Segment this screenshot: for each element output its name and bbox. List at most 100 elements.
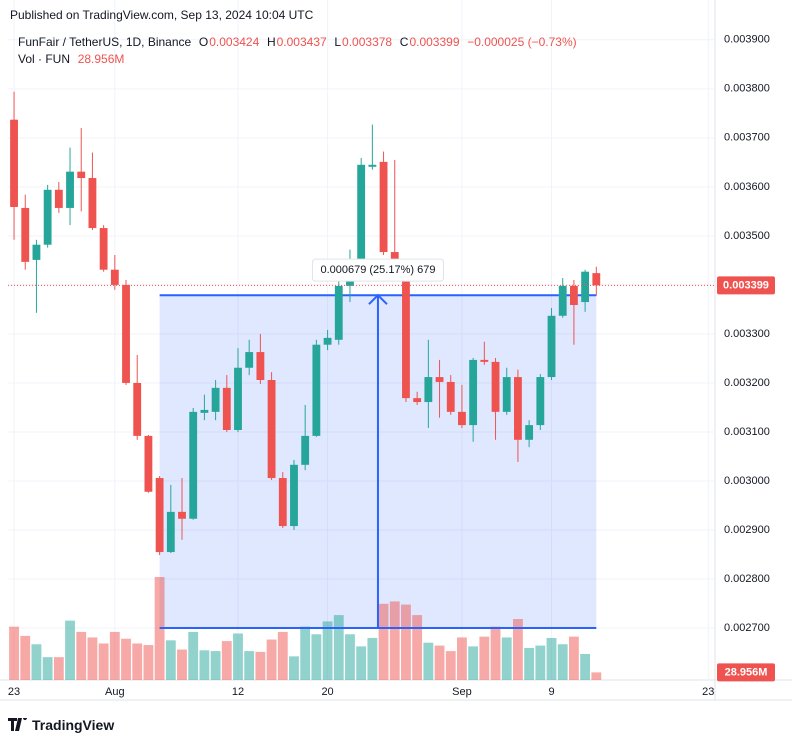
volume-bar	[468, 646, 479, 680]
volume-bar	[580, 653, 591, 680]
ohlc-value: 0.003399	[409, 35, 460, 49]
volume-bar	[266, 639, 277, 680]
volume-bar	[31, 644, 42, 680]
measure-arrow-head	[368, 293, 388, 305]
candle-body	[290, 464, 298, 527]
published: Published on TradingView.com, Sep 13, 20…	[10, 8, 314, 22]
volume-bar	[412, 615, 423, 680]
y-tick-label: 0.002900	[724, 524, 770, 536]
candle-body	[54, 189, 63, 208]
volume-bar	[143, 645, 154, 680]
volume-bar	[53, 657, 64, 680]
volume-bar	[109, 631, 120, 680]
volume-bar	[389, 601, 400, 680]
volume-bar	[76, 631, 87, 680]
candle-body	[435, 377, 444, 382]
y-tick-label: 0.003600	[724, 181, 770, 193]
y-tick-label: 0.003200	[724, 377, 770, 389]
x-tick-label: 9	[548, 686, 554, 698]
candle-body	[43, 189, 52, 245]
volume-bar	[233, 633, 243, 680]
ohlc-value: 0.003378	[342, 35, 393, 49]
candle-body	[122, 284, 130, 383]
volume-bar	[42, 657, 53, 680]
brand: TradingView	[32, 717, 115, 733]
volume-bar	[333, 615, 344, 680]
candle-body	[458, 411, 466, 426]
candle-body	[312, 344, 321, 436]
volume-bar	[277, 631, 288, 680]
volume-bar	[244, 651, 255, 680]
volume-bar	[479, 636, 490, 680]
volume-bar	[490, 626, 501, 680]
candle-body	[189, 411, 198, 519]
candle-body	[558, 285, 567, 316]
candle-body	[222, 387, 231, 430]
candle-body	[256, 352, 265, 380]
candle-body	[413, 398, 422, 403]
change: −0.000025 (−0.73%)	[467, 35, 577, 49]
volume-bar	[524, 647, 535, 680]
volume-legend: Vol · FUN 28.956M	[18, 52, 125, 66]
x-tick-label: Sep	[452, 686, 472, 698]
volume-label: 28.956M	[725, 666, 768, 678]
volume-bar	[535, 645, 546, 680]
volume-bar	[345, 634, 355, 680]
candle-body	[155, 478, 164, 553]
candle-body	[211, 387, 220, 412]
candle-body	[234, 367, 242, 430]
y-tick-label: 0.003000	[724, 475, 770, 487]
candle-body	[491, 361, 500, 412]
volume-bar	[199, 650, 210, 680]
candle-body	[569, 285, 578, 305]
candle-body	[368, 164, 377, 167]
y-tick-label: 0.003500	[724, 230, 770, 242]
volume-bar	[165, 640, 176, 680]
candle-body	[32, 244, 41, 260]
candle-body	[21, 207, 30, 262]
candle-body	[424, 377, 433, 403]
volume-bar	[210, 651, 221, 680]
volume-bar	[87, 637, 98, 680]
candle-body	[166, 511, 175, 553]
ohlc-label: L	[334, 35, 342, 49]
volume-bar	[65, 620, 75, 680]
volume-bar	[367, 637, 378, 680]
candle-body	[525, 425, 534, 440]
volume-bar	[98, 643, 109, 680]
volume-bar	[546, 637, 557, 680]
volume-bar	[177, 649, 187, 680]
volume-bar	[188, 631, 199, 680]
candle-body	[536, 377, 545, 426]
volume-bar	[255, 651, 266, 680]
volume-bar	[445, 651, 456, 680]
volume-bar	[132, 643, 143, 680]
candle-body	[278, 478, 287, 527]
candle-body	[133, 382, 142, 436]
volume-bar	[289, 656, 299, 680]
ohlc-label: C	[399, 35, 409, 49]
candle-body	[357, 164, 366, 262]
y-tick-label: 0.002800	[724, 573, 770, 585]
candle-body	[10, 119, 18, 207]
candle-body	[178, 511, 186, 519]
y-tick-label: 0.003100	[724, 426, 770, 438]
candle-body	[581, 271, 590, 303]
candle-body	[402, 269, 410, 399]
y-tick-label: 0.003300	[724, 328, 770, 340]
y-tick-label: 0.003900	[724, 34, 770, 46]
x-tick-label: 12	[232, 686, 244, 698]
candle-body	[446, 381, 455, 412]
last-price-box	[717, 276, 775, 295]
brand-logo	[8, 718, 27, 731]
volume-label-box	[717, 663, 775, 682]
last-price-label: 0.003399	[723, 279, 769, 291]
candle-body	[502, 377, 511, 412]
ohlc-label: H	[266, 35, 276, 49]
candle-body	[99, 228, 108, 270]
candle-body	[245, 352, 254, 368]
volume-bar	[221, 641, 232, 680]
candle-body	[267, 380, 276, 479]
volume-bar	[457, 637, 467, 680]
